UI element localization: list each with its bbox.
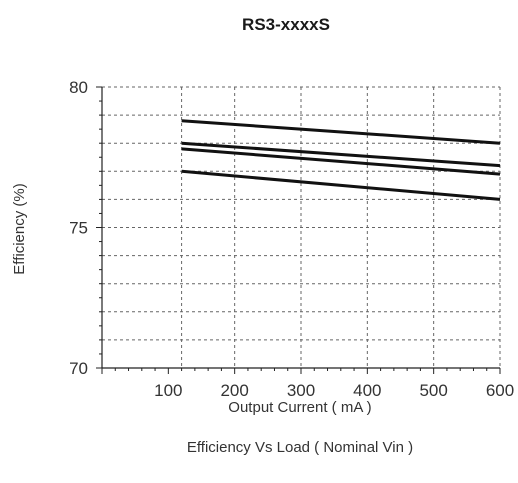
y-tick-label: 70 xyxy=(69,359,88,378)
series-line-2 xyxy=(181,141,501,168)
x-tick-label: 400 xyxy=(353,381,381,400)
series-line-1 xyxy=(181,119,501,145)
x-tick-label: 300 xyxy=(287,381,315,400)
grid xyxy=(102,86,501,368)
x-tick-label: 500 xyxy=(419,381,447,400)
y-axis-label: Efficiency (%) xyxy=(11,183,28,274)
x-tick-label: 200 xyxy=(220,381,248,400)
y-tick-label: 80 xyxy=(69,78,88,97)
chart-title: RS3-xxxxS xyxy=(242,15,330,34)
series-line-3 xyxy=(181,147,501,176)
x-axis-label: Output Current ( mA ) xyxy=(228,399,371,416)
x-tick-label: 100 xyxy=(154,381,182,400)
axes xyxy=(96,86,501,374)
x-tick-label: 600 xyxy=(486,381,514,400)
series-line-4 xyxy=(181,169,501,201)
chart-caption: Efficiency Vs Load ( Nominal Vin ) xyxy=(187,439,413,456)
series-group xyxy=(181,119,501,201)
tick-labels: 70 75 80 100 200 300 400 500 600 xyxy=(69,78,514,400)
y-tick-label: 75 xyxy=(69,219,88,238)
